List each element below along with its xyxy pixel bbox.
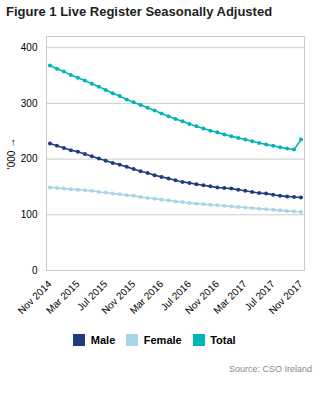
svg-text:Mar 2016: Mar 2016 xyxy=(128,278,166,316)
svg-text:Nov 2015: Nov 2015 xyxy=(99,277,138,316)
svg-text:Mar 2015: Mar 2015 xyxy=(44,278,82,316)
html-text:Female: Female xyxy=(143,334,182,347)
svg-text:300: 300 xyxy=(21,97,38,108)
html-text:Figure 1 Live Register Seasona: Figure 1 Live Register Seasonally Adjust… xyxy=(6,4,273,19)
svg-text:Nov 2016: Nov 2016 xyxy=(183,277,221,316)
svg-text:Nov 2014: Nov 2014 xyxy=(15,277,54,316)
html-text:Source: CSO Ireland: Source: CSO Ireland xyxy=(229,364,312,375)
svg-text:Jul 2015: Jul 2015 xyxy=(74,277,110,313)
svg-text:Jul 2017: Jul 2017 xyxy=(242,277,277,313)
html-text:Male: Male xyxy=(90,334,116,347)
svg-text:0: 0 xyxy=(32,264,38,275)
svg-text:400: 400 xyxy=(21,41,38,52)
svg-text:200: 200 xyxy=(21,153,38,164)
svg-text:Nov 2017: Nov 2017 xyxy=(267,278,305,316)
svg-text:100: 100 xyxy=(21,209,38,220)
svg-text:Mar 2017: Mar 2017 xyxy=(211,278,249,316)
svg-text:'000 →: '000 → xyxy=(6,137,17,168)
html-text:Total: Total xyxy=(210,334,236,347)
svg-text:Jul 2016: Jul 2016 xyxy=(158,277,194,313)
